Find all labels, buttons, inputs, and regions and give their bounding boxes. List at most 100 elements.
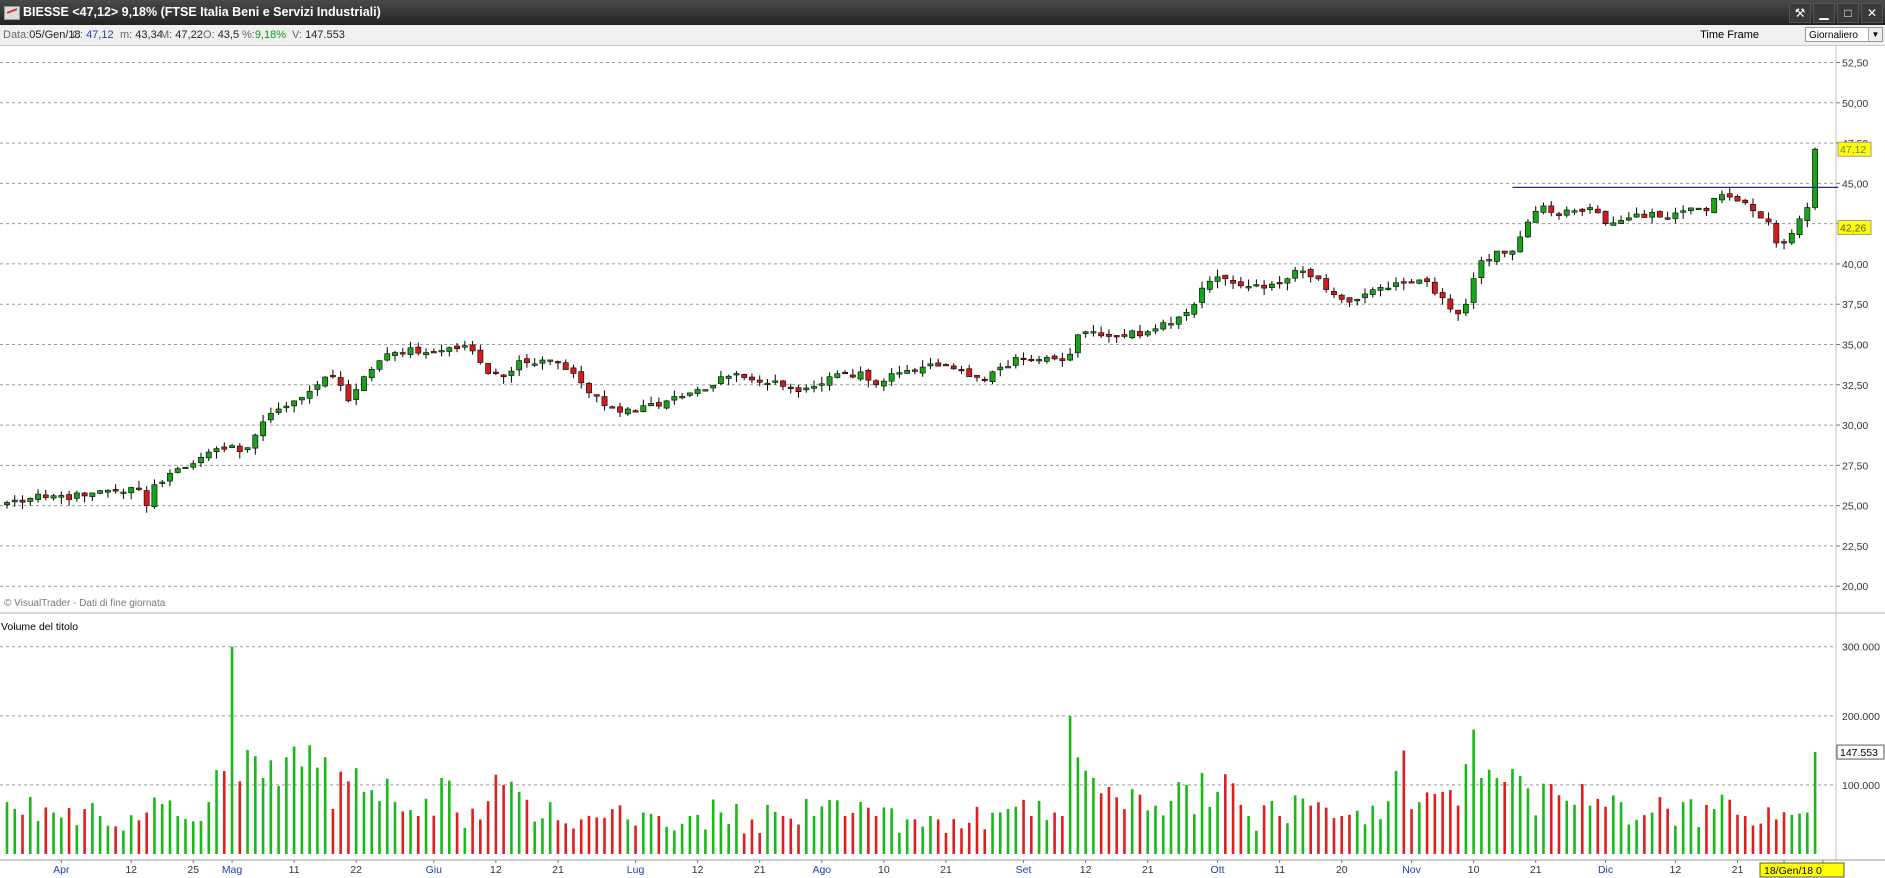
window-title: BIESSE <47,12> 9,18% (FTSE Italia Beni e…: [23, 5, 381, 19]
volume-bar-up: [1588, 805, 1592, 854]
volume-bar-up: [1573, 804, 1576, 854]
volume-bar-down: [222, 771, 226, 854]
candle-up: [1362, 293, 1368, 298]
volume-grid: [0, 646, 1836, 786]
candle-up: [104, 489, 111, 493]
volume-bar-up: [773, 811, 777, 854]
volume-bar-up: [1270, 800, 1274, 854]
volume-bar-up: [804, 799, 808, 854]
candle-up: [1610, 222, 1617, 226]
time-tick-label: Apr: [53, 864, 70, 876]
volume-bar-down: [1782, 812, 1786, 854]
time-tick-label: 11: [1274, 864, 1285, 876]
timeframe-select[interactable]: Giornaliero ▼: [1805, 27, 1883, 42]
candle-up: [663, 400, 670, 409]
volume-bar-up: [52, 812, 55, 854]
candle-up: [58, 495, 65, 498]
maximize-icon[interactable]: □: [1837, 3, 1859, 23]
volume-bar-up: [665, 826, 668, 854]
time-tick-label: 21: [940, 864, 952, 876]
timeframe-value: Giornaliero: [1809, 30, 1858, 41]
volume-bar-up: [890, 808, 893, 854]
candle-down: [865, 369, 872, 381]
candle-down: [780, 380, 786, 387]
candle-down: [1641, 213, 1648, 218]
candle-up: [1043, 357, 1050, 362]
volume-bar-down: [1666, 808, 1669, 854]
candle-down: [741, 374, 748, 378]
volume-bar-up: [766, 804, 769, 854]
candle-up: [4, 502, 10, 506]
price-tick-label: 37,50: [1842, 299, 1868, 311]
candle-up: [314, 384, 321, 390]
volume-bar-up: [1394, 771, 1398, 854]
price-tick-label: 32,50: [1842, 380, 1868, 392]
volume-bar-up: [75, 825, 79, 854]
volume-bar-down: [479, 819, 482, 854]
price-axis: 52,5050,0047,5045,0042,5040,0037,5035,00…: [1836, 58, 1880, 792]
candle-up: [718, 376, 724, 384]
volume-bar-down: [1449, 790, 1452, 854]
volume-bar-down: [960, 828, 963, 854]
candle-down: [1726, 193, 1733, 198]
tools-icon[interactable]: ⚒: [1789, 3, 1811, 23]
volume-bar-up: [991, 812, 994, 854]
date-readout: Data:05/Gen/18: [3, 29, 81, 41]
candle-up: [1649, 212, 1656, 218]
price-chart[interactable]: 52,5050,0047,5045,0042,5040,0037,5035,00…: [0, 46, 1885, 878]
candle-down: [601, 396, 608, 407]
volume-tick-label: 100.000: [1842, 780, 1880, 792]
candle-down: [221, 446, 228, 450]
volume-bar-up: [533, 821, 536, 854]
volume-bar-up: [215, 770, 218, 854]
volume-bar-up: [1689, 799, 1693, 854]
candle-up: [1688, 207, 1694, 211]
close-icon[interactable]: ✕: [1861, 3, 1883, 23]
candle-down: [1400, 281, 1407, 284]
volume-bar-down: [952, 819, 956, 854]
candle-up: [1253, 284, 1260, 287]
candle-down: [849, 374, 856, 378]
candle-up: [686, 392, 693, 396]
volume-bar-down: [44, 807, 48, 854]
candle-up: [407, 347, 414, 355]
candles: [4, 147, 1818, 513]
volume-bar-down: [67, 808, 71, 854]
candle-up: [531, 363, 538, 366]
volume-bar-up: [1355, 810, 1359, 854]
close-readout: C: 47,12: [72, 29, 114, 41]
volume-bar-down: [1123, 809, 1126, 854]
reference-price-label: 42,26: [1840, 223, 1866, 235]
candle-down: [1121, 334, 1128, 337]
candle-up: [1206, 280, 1213, 290]
volume-bar-down: [1410, 809, 1413, 854]
volume-bar-up: [292, 746, 296, 854]
volume-bar-down: [572, 828, 575, 854]
candle-up: [182, 466, 189, 469]
candle-down: [935, 362, 942, 367]
candle-down: [578, 371, 585, 384]
volume-bar-up: [1681, 802, 1685, 854]
candle-up: [198, 457, 204, 464]
volume-bar-up: [905, 819, 909, 854]
candle-down: [593, 394, 600, 397]
candle-up: [1587, 207, 1593, 211]
candle-down: [1424, 278, 1430, 282]
volume-bar-up: [1487, 769, 1491, 854]
volume-bar-up: [1161, 815, 1165, 854]
volume-bar-down: [789, 818, 793, 854]
volume-bar-up: [176, 816, 180, 854]
volume-bar-up: [1495, 778, 1499, 854]
candle-down: [1548, 205, 1555, 213]
minimize-icon[interactable]: ▁: [1813, 3, 1835, 23]
volume-bar-up: [1092, 778, 1095, 854]
candle-down: [1431, 281, 1438, 294]
candle-up: [1494, 250, 1500, 262]
candle-up: [11, 499, 18, 503]
time-tick-label: 12: [692, 864, 704, 876]
volume-bar-down: [1456, 805, 1460, 854]
candle-up: [1245, 286, 1252, 289]
volume-bar-down: [603, 817, 606, 854]
candle-down: [1106, 333, 1112, 337]
candle-up: [1191, 304, 1198, 315]
